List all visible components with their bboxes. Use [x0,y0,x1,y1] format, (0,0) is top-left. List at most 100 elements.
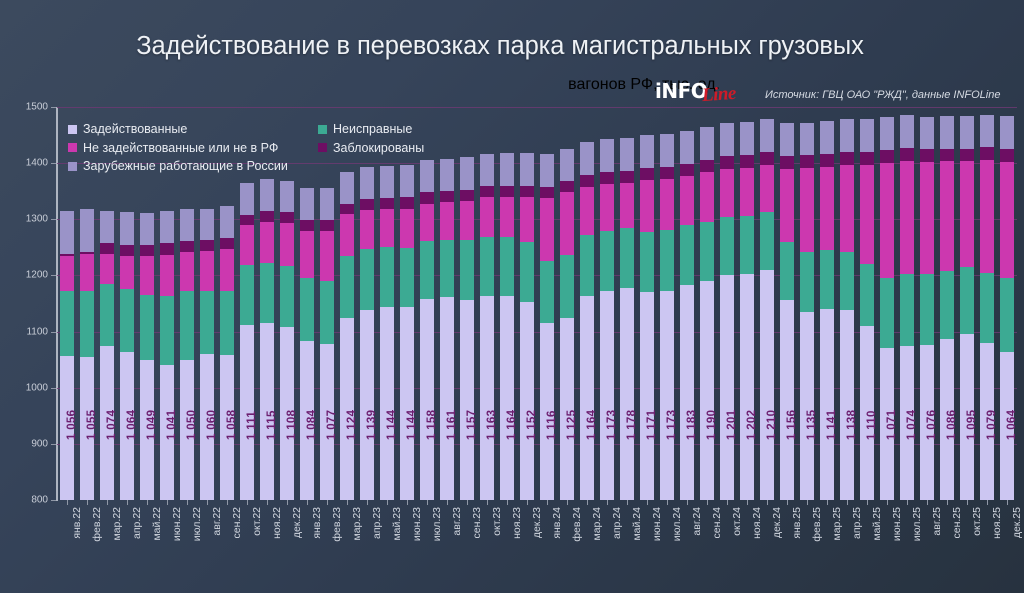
bar-column[interactable] [100,211,114,500]
gridline [57,107,1017,108]
bar-column[interactable] [880,117,894,500]
x-tick-label: окт.24 [731,507,743,536]
legend-swatch-icon [318,143,327,152]
x-tick-label: авг.23 [451,507,463,536]
bar-column[interactable] [900,115,914,500]
bar-column[interactable] [680,130,694,500]
bar-segment [620,137,634,172]
bar-segment [300,340,314,500]
bar-column[interactable] [820,121,834,500]
bar-segment [720,169,734,217]
bar-segment [680,130,694,164]
bar-segment [200,354,214,500]
bar-column[interactable] [980,114,994,500]
bar-column[interactable] [940,116,954,500]
bar-segment [620,287,634,500]
bar-segment [60,291,74,357]
bar-column[interactable] [380,165,394,500]
bar-column[interactable] [800,122,814,500]
bar-column[interactable] [760,118,774,500]
bar-column[interactable] [280,180,294,500]
bar-column[interactable] [360,167,374,500]
x-tick-label: май.23 [391,507,403,541]
bar-column[interactable] [640,134,654,500]
bar-column[interactable] [200,208,214,500]
bar-segment [780,168,794,242]
y-tick-mark [51,387,56,389]
bar-segment [500,153,514,186]
bar-column[interactable] [320,188,334,500]
bar-segment [460,200,474,241]
x-tick-label: дек.25 [1011,507,1023,539]
bar-segment [120,351,134,500]
bar-column[interactable] [60,211,74,500]
bar-segment [980,114,994,148]
bar-segment [860,164,874,265]
legend-item[interactable]: Зарубежные работающие в России [68,159,288,173]
bar-column[interactable] [120,212,134,500]
bar-column[interactable] [340,172,354,500]
bar-column[interactable] [260,179,274,500]
bar-column[interactable] [860,119,874,500]
legend-item[interactable]: Заблокированы [318,141,424,155]
legend-item[interactable]: Не задействованные или не в РФ [68,141,318,155]
bar-column[interactable] [420,160,434,500]
bar-segment [780,155,794,169]
x-tick-mark [667,500,668,505]
bar-column[interactable] [780,123,794,500]
bar-segment [400,247,414,307]
bar-segment [80,291,94,357]
legend-swatch-icon [68,161,77,171]
bar-column[interactable] [660,134,674,500]
bar-segment [700,221,714,282]
legend-item[interactable]: Неисправные [318,122,412,136]
x-tick-label: ноя.24 [751,507,763,539]
bar-segment [600,171,614,184]
bar-segment [560,148,574,182]
bar-segment [240,214,254,226]
bar-segment [620,171,634,184]
legend-item[interactable]: Задействованные [68,122,318,136]
bar-column[interactable] [740,121,754,500]
bar-column[interactable] [840,119,854,500]
x-tick-label: дек.22 [291,507,303,539]
bar-segment [560,192,574,256]
bar-column[interactable] [540,154,554,500]
bar-column[interactable] [440,159,454,500]
bar-column[interactable] [580,142,594,500]
bar-column[interactable] [140,212,154,500]
bar-column[interactable] [160,210,174,500]
bar-segment [660,229,674,291]
bar-column[interactable] [920,116,934,500]
x-tick-label: июл.23 [431,507,443,542]
bar-column[interactable] [520,153,534,500]
bar-column[interactable] [460,157,474,500]
bar-segment [760,151,774,165]
bar-column[interactable] [700,126,714,500]
bar-column[interactable] [1000,116,1014,500]
bar-column[interactable] [560,148,574,500]
bar-segment [120,244,134,256]
x-tick-mark [187,500,188,505]
bar-segment [620,228,634,288]
bar-segment [100,243,114,255]
bar-column[interactable] [220,206,234,500]
bar-column[interactable] [300,188,314,500]
bar-segment [100,346,114,500]
x-tick-label: июн.25 [891,507,903,542]
bar-column[interactable] [600,139,614,500]
bar-column[interactable] [80,208,94,500]
bar-column[interactable] [620,137,634,500]
bar-column[interactable] [480,153,494,500]
bar-column[interactable] [720,123,734,500]
bar-segment [140,212,154,246]
bar-column[interactable] [400,165,414,500]
bar-segment [240,264,254,326]
bar-segment [420,299,434,500]
bar-column[interactable] [960,116,974,500]
bar-segment [280,265,294,328]
y-tick-label: 1500 [25,101,48,113]
bar-column[interactable] [500,153,514,500]
bar-column[interactable] [240,183,254,500]
bar-column[interactable] [180,208,194,500]
